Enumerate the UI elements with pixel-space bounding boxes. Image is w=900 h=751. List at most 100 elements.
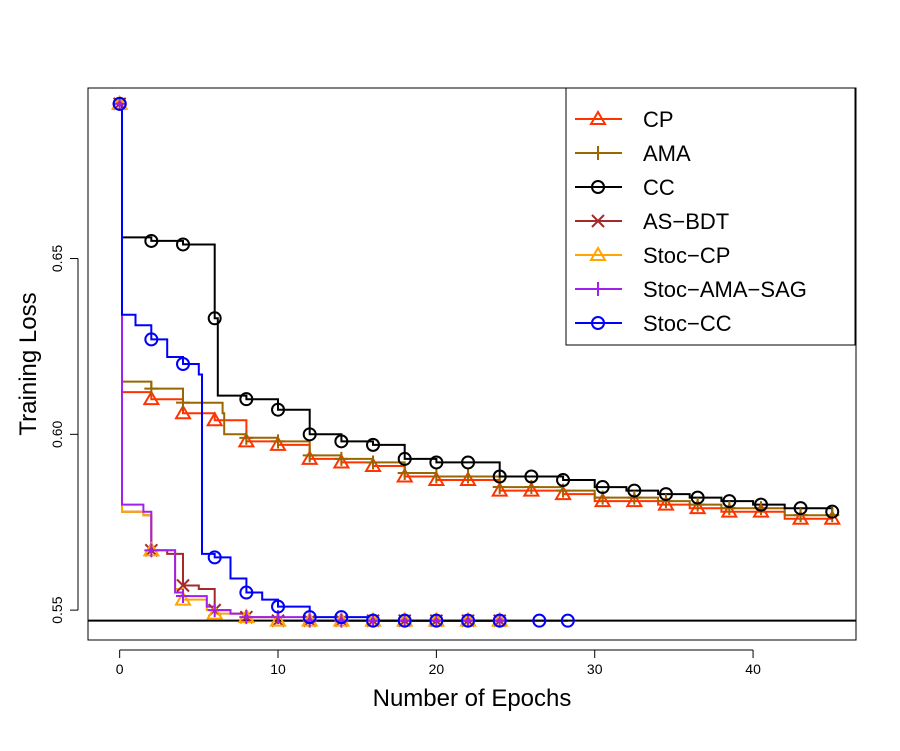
y-axis-title: Training Loss <box>15 292 42 435</box>
data-point-marker <box>271 402 286 417</box>
data-point-marker <box>174 590 192 606</box>
data-point-marker <box>239 585 254 600</box>
legend-marker <box>589 246 607 261</box>
y-tick-label: 0.55 <box>49 596 65 623</box>
data-point-marker <box>207 311 222 326</box>
y-tick-label: 0.65 <box>49 245 65 272</box>
data-point-marker <box>364 456 382 472</box>
x-tick-label: 40 <box>745 661 761 677</box>
data-point-marker <box>334 451 349 466</box>
data-point-marker <box>791 509 810 525</box>
data-point-marker <box>753 497 768 512</box>
x-tick-label: 10 <box>270 661 286 677</box>
legend-label: Stoc−CP <box>643 243 730 268</box>
data-point-marker <box>722 494 737 509</box>
legend-label: Stoc−CC <box>643 311 732 336</box>
data-point-marker <box>176 589 191 604</box>
legend-marker <box>591 180 605 194</box>
legend: CP AMA CC AS−BDT Stoc−CP Stoc−AMA−SAG Stoc−CC <box>565 87 856 346</box>
data-point-marker <box>302 610 317 625</box>
data-point-marker <box>144 233 159 248</box>
data-point-marker <box>334 610 349 625</box>
data-point-marker <box>397 451 412 466</box>
data-point-marker <box>366 613 381 628</box>
data-point-marker <box>174 404 192 420</box>
data-point-marker <box>144 381 159 396</box>
data-point-marker <box>793 508 808 523</box>
data-point-marker <box>722 501 737 516</box>
data-point-marker <box>366 613 381 628</box>
data-point-marker <box>302 448 317 463</box>
data-point-marker <box>239 392 254 407</box>
data-point-marker <box>524 469 539 484</box>
data-point-marker <box>625 492 644 508</box>
series-line-6 <box>119 102 568 622</box>
data-point-marker <box>237 432 256 448</box>
data-point-marker <box>554 485 572 501</box>
data-point-marker <box>461 455 476 470</box>
data-point-marker <box>690 490 705 505</box>
data-point-marker <box>207 550 222 565</box>
x-axis-title: Number of Epochs <box>373 685 572 712</box>
data-point-marker <box>207 603 222 618</box>
data-point-marker <box>627 490 642 505</box>
data-point-marker <box>176 237 191 252</box>
data-point-marker <box>690 497 705 512</box>
data-point-marker <box>720 502 739 518</box>
data-point-marker <box>427 471 446 487</box>
data-point-marker <box>176 578 190 593</box>
data-point-marker <box>397 613 412 628</box>
y-tick-label: 0.60 <box>49 420 65 447</box>
data-point-marker <box>658 494 673 509</box>
data-point-marker <box>461 469 476 484</box>
legend-label: CP <box>643 107 674 132</box>
data-point-marker <box>205 604 224 620</box>
data-point-marker <box>825 504 840 519</box>
legend-marker <box>591 282 605 296</box>
data-point-marker <box>332 453 351 469</box>
data-point-marker <box>429 613 444 628</box>
data-point-marker <box>205 411 224 427</box>
data-point-marker <box>334 434 349 449</box>
data-point-marker <box>429 613 444 628</box>
data-point-marker <box>657 495 675 511</box>
data-point-marker <box>269 435 287 451</box>
data-point-marker <box>627 483 642 498</box>
legend-marker <box>591 214 605 228</box>
x-tick-label: 0 <box>116 661 124 677</box>
series-line-2 <box>119 102 834 512</box>
data-point-marker <box>593 492 612 508</box>
data-point-marker <box>793 501 808 516</box>
legend-label: CC <box>643 175 675 200</box>
legend-label: AMA <box>643 141 691 166</box>
data-point-marker <box>560 613 575 628</box>
x-tick-label: 30 <box>587 661 603 677</box>
data-point-marker <box>144 332 159 347</box>
legend-marker <box>589 110 607 125</box>
data-point-marker <box>429 469 444 484</box>
data-point-marker <box>459 471 477 487</box>
legend-marker <box>591 146 605 160</box>
data-point-marker <box>176 395 191 410</box>
data-point-marker <box>492 469 507 484</box>
data-point-marker <box>397 613 412 628</box>
data-point-marker <box>492 613 507 628</box>
data-point-marker <box>271 599 286 614</box>
data-point-marker <box>300 449 319 465</box>
data-point-marker <box>176 357 191 371</box>
data-point-marker <box>492 613 507 628</box>
data-point-marker <box>366 455 381 470</box>
legend-label: Stoc−AMA−SAG <box>643 277 807 302</box>
x-tick-label: 20 <box>429 661 445 677</box>
data-point-marker <box>239 430 254 445</box>
data-point-marker <box>595 480 610 495</box>
legend-marker <box>591 316 605 330</box>
data-point-marker <box>269 611 287 627</box>
data-point-marker <box>556 473 571 488</box>
plot-frame <box>87 87 857 641</box>
data-point-marker <box>532 613 547 628</box>
data-point-marker <box>239 610 254 625</box>
data-point-marker <box>271 434 286 449</box>
data-point-marker <box>112 96 127 111</box>
